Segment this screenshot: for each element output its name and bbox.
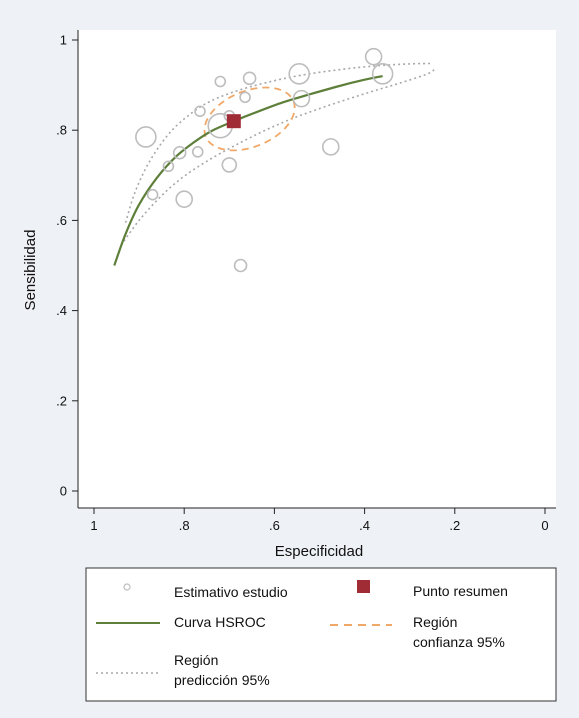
y-ticks: 0 .2 .4 .6 .8 1	[56, 33, 78, 499]
legend-summary-symbol	[357, 580, 370, 593]
study-point	[371, 63, 394, 85]
study-point	[214, 75, 227, 88]
study-point	[242, 71, 257, 86]
study-point	[194, 105, 206, 118]
x-tick-label: .6	[269, 518, 280, 533]
y-axis-label: Sensibilidad	[22, 230, 39, 311]
x-tick-label: 0	[541, 518, 548, 533]
legend-hsroc-label: Curva HSROC	[174, 614, 266, 630]
study-point	[172, 145, 187, 160]
study-point	[321, 138, 340, 156]
legend-study-symbol	[123, 583, 131, 591]
hsroc-curve-line	[113, 75, 383, 266]
x-tick-label: .2	[449, 518, 460, 533]
study-point	[239, 91, 251, 104]
study-point	[364, 47, 383, 66]
legend-box	[85, 567, 557, 702]
study-point	[221, 157, 238, 173]
study-point	[292, 89, 311, 108]
study-point	[233, 258, 248, 273]
legend: Estimativo estudio Punto resumen Curva H…	[85, 567, 557, 702]
x-tick-label: .4	[359, 518, 370, 533]
study-point	[175, 190, 193, 209]
prediction-lower-line	[120, 68, 436, 246]
y-tick-label: 0	[60, 484, 67, 499]
hsroc-curve-layer	[113, 75, 383, 266]
legend-study-label: Estimativo estudio	[174, 584, 288, 600]
y-tick-label: .8	[56, 123, 67, 138]
study-point	[162, 160, 175, 173]
legend-prediction-label: Región predicción 95%	[174, 652, 270, 688]
legend-confidence-label: Región confianza 95%	[413, 614, 505, 650]
study-point	[146, 188, 159, 201]
study-point	[288, 63, 311, 85]
y-tick-label: .4	[56, 303, 67, 318]
plot-area	[78, 30, 556, 508]
x-tick-label: .8	[179, 518, 190, 533]
x-axis-label: Especificidad	[275, 543, 363, 560]
legend-confidence-label-line: Región	[413, 614, 457, 630]
legend-summary-label: Punto resumen	[413, 583, 508, 599]
summary-point	[226, 114, 241, 129]
summary-point-layer	[226, 114, 241, 129]
legend-confidence-label-line: confianza 95%	[413, 634, 505, 650]
y-tick-label: .2	[56, 393, 67, 408]
x-tick-label: 1	[90, 518, 97, 533]
legend-prediction-label-line: predicción 95%	[174, 672, 270, 688]
y-tick-label: .6	[56, 213, 67, 228]
x-ticks: 1 .8 .6 .4 .2 0	[90, 508, 549, 533]
legend-prediction-label-line: Región	[174, 652, 218, 668]
y-tick-label: 1	[60, 33, 67, 48]
study-point	[135, 126, 157, 148]
axes: 1 .8 .6 .4 .2 0 0 .2 .4 .6 .8 1 Especificidad Sens…	[22, 30, 556, 560]
study-point	[191, 146, 204, 158]
